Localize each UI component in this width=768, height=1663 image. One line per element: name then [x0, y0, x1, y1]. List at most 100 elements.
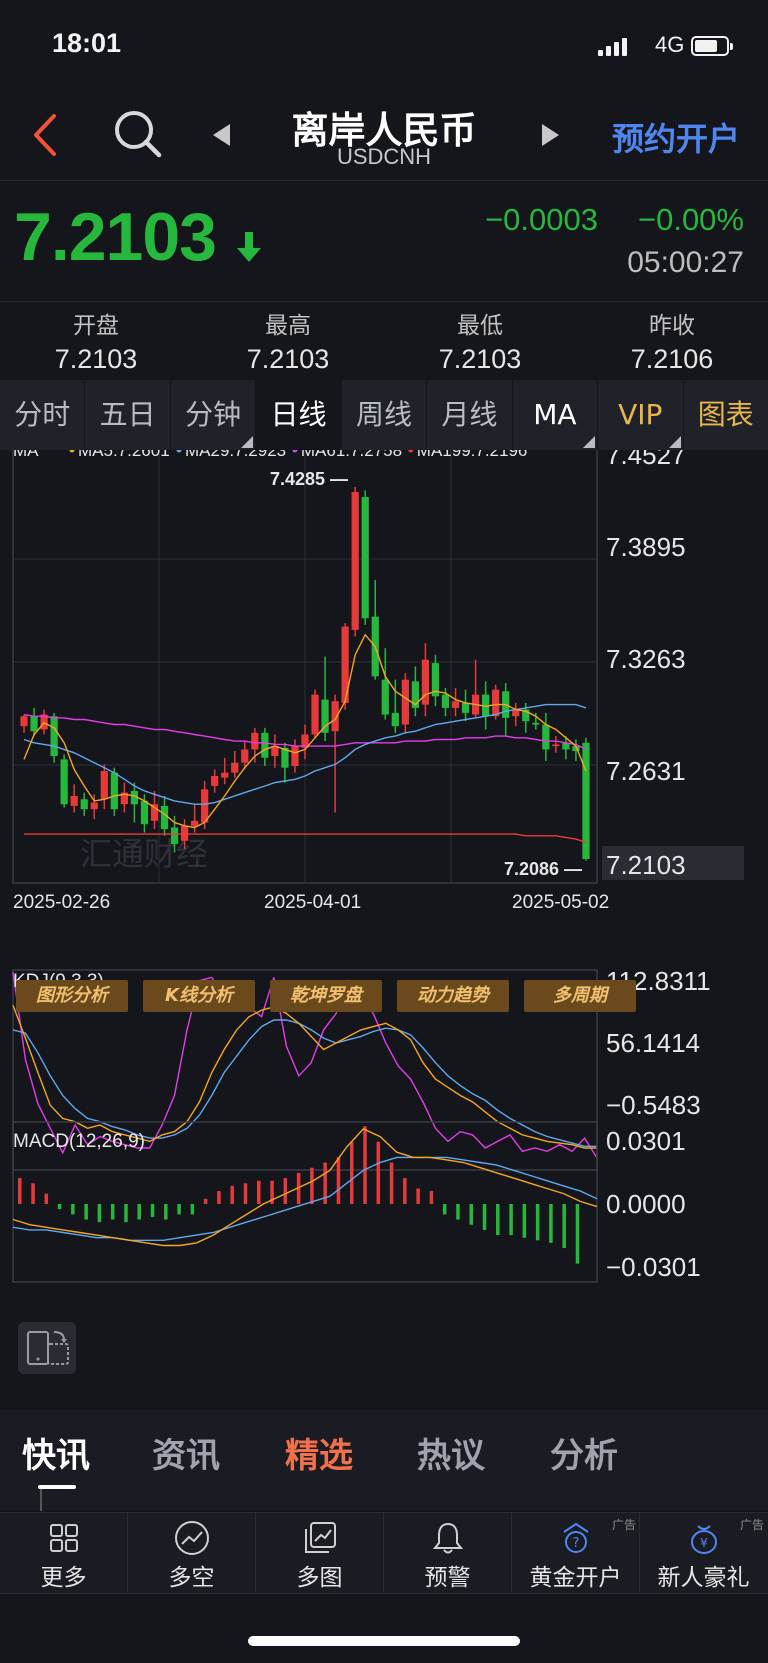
candle-body [130, 790, 139, 805]
candle-body [572, 746, 580, 752]
news-tab-discussion[interactable]: 热议 [417, 1436, 485, 1476]
tab-chart[interactable]: 图表 [697, 398, 754, 431]
news-tab-featured[interactable]: 精选 [285, 1436, 353, 1476]
candle-body [562, 742, 570, 750]
high-price-label: 7.4285 — [270, 469, 348, 489]
back-button[interactable] [28, 112, 64, 158]
macd-histogram-bar [496, 1204, 500, 1236]
arrow-down-icon [236, 230, 262, 273]
macd-histogram-bar [535, 1204, 540, 1241]
tab-five-day[interactable]: 五日 [85, 380, 171, 450]
macd-histogram-bar [257, 1180, 261, 1204]
legend-dot [408, 450, 414, 453]
legend-entry: MA61:7.2758 [301, 450, 402, 460]
long-short-button[interactable]: 多空 [128, 1512, 256, 1592]
trend-icon [174, 1521, 209, 1555]
candle-body [512, 709, 520, 717]
macd-panel: MACD(12,26,9) 0.0301 0.0000 −0.0301 [12, 1121, 701, 1283]
macd-dif-line [12, 1128, 598, 1247]
candle-body [90, 802, 98, 810]
alert-button[interactable]: 预警 [384, 1512, 512, 1592]
candle-body [291, 746, 299, 767]
candle-body [261, 732, 269, 758]
symbol-code: USDCNH [336, 144, 432, 169]
macd-histogram-bar [31, 1183, 35, 1204]
y-tick-label: 7.2103 [606, 850, 686, 880]
macd-histogram-bar [363, 1126, 367, 1204]
macd-histogram-bar [137, 1204, 142, 1220]
candle-body [251, 732, 259, 750]
gold-account-button[interactable]: ? 黄金开户 [512, 1512, 640, 1592]
main-chart-labels: MA MA5:7.2601 MA29:7.2923 MA61:7.2758 MA199:… [13, 450, 744, 913]
next-symbol-button[interactable] [538, 122, 562, 148]
legend-dot [69, 450, 75, 453]
compass-button[interactable]: 乾坤罗盘 [270, 980, 382, 1012]
candle-body [331, 701, 339, 732]
legend-entry: MA29:7.2923 [185, 450, 286, 460]
ma199-line [24, 833, 587, 844]
search-button[interactable] [112, 108, 164, 160]
y-tick-label: 7.3263 [606, 644, 686, 674]
toolbar-label: 多图 [296, 1565, 343, 1591]
tab-timeshare[interactable]: 分时 [0, 380, 86, 450]
macd-histogram-bar [164, 1204, 168, 1220]
tab-monthly[interactable]: 月线 [427, 380, 513, 450]
candle-body [421, 659, 430, 705]
rotate-phone-icon [27, 1331, 69, 1365]
tab-vip[interactable]: VIP [598, 380, 684, 450]
stat-value: 7.2106 [630, 344, 714, 374]
ma-lines [23, 633, 587, 844]
tab-weekly[interactable]: 周线 [342, 380, 428, 450]
y-tick-label: 7.4527 [606, 450, 686, 470]
y-tick-label: 0.0000 [606, 1189, 686, 1219]
candle-body [522, 709, 530, 722]
candle-body [160, 805, 169, 830]
macd-histogram-bar [323, 1162, 327, 1204]
divider [40, 1489, 42, 1511]
open-account-link[interactable]: 预约开户 [611, 120, 740, 158]
dropdown-corner-icon [668, 436, 681, 448]
kline-analysis-button[interactable]: K线分析 [143, 980, 255, 1012]
triangle-left-icon [213, 124, 230, 146]
news-tab-flash[interactable]: 快讯 [22, 1436, 90, 1476]
new-user-gift-button[interactable]: ¥ 新人豪礼 [640, 1512, 767, 1592]
price-change: −0.0003 [485, 202, 598, 237]
macd-histogram-bar [482, 1204, 487, 1230]
kdj-j-line [12, 971, 598, 1159]
momentum-trend-button[interactable]: 动力趋势 [397, 980, 509, 1012]
candle-body [150, 804, 159, 821]
candle-body [401, 679, 409, 725]
news-tab-analysis[interactable]: 分析 [550, 1436, 618, 1476]
macd-histogram-bar [416, 1188, 420, 1204]
home-indicator [248, 1636, 520, 1646]
news-tab-info[interactable]: 资讯 [152, 1436, 220, 1476]
candle-body [110, 772, 118, 810]
tab-label: MA [533, 398, 577, 431]
macd-histogram-bar [349, 1141, 354, 1204]
ma61-line [23, 713, 587, 751]
kdj-d-line [12, 1019, 597, 1147]
tab-ma[interactable]: MA [513, 380, 599, 450]
multi-period-button[interactable]: 多周期 [524, 980, 636, 1012]
kline-chart[interactable]: 汇通财经 MA MA5:7.2601 MA29:7.2923 MA61:7.2758 M… [0, 450, 768, 1350]
candlestick-series [20, 487, 590, 861]
pattern-analysis-button[interactable]: 图形分析 [16, 980, 128, 1012]
rotate-screen-button[interactable] [18, 1322, 76, 1374]
y-tick-label: −0.5483 [606, 1090, 701, 1120]
tab-label: 分钟 [185, 398, 242, 431]
macd-histogram-bar [230, 1185, 234, 1204]
macd-histogram-bar [456, 1204, 460, 1220]
candle-body [201, 789, 209, 823]
macd-histogram-bar [389, 1162, 394, 1204]
multi-chart-button[interactable]: 多图 [256, 1512, 384, 1592]
macd-histogram-bar [336, 1157, 341, 1204]
tab-daily[interactable]: 日线 [256, 380, 342, 450]
chart-watermark: 汇通财经 [80, 835, 208, 873]
candle-body [532, 722, 540, 725]
more-button[interactable]: 更多 [0, 1512, 128, 1592]
candle-body [80, 799, 88, 810]
tab-minute[interactable]: 分钟 [171, 380, 257, 450]
prev-symbol-button[interactable] [210, 122, 234, 148]
candle-body [191, 820, 199, 826]
macd-histogram-bar [217, 1191, 221, 1204]
